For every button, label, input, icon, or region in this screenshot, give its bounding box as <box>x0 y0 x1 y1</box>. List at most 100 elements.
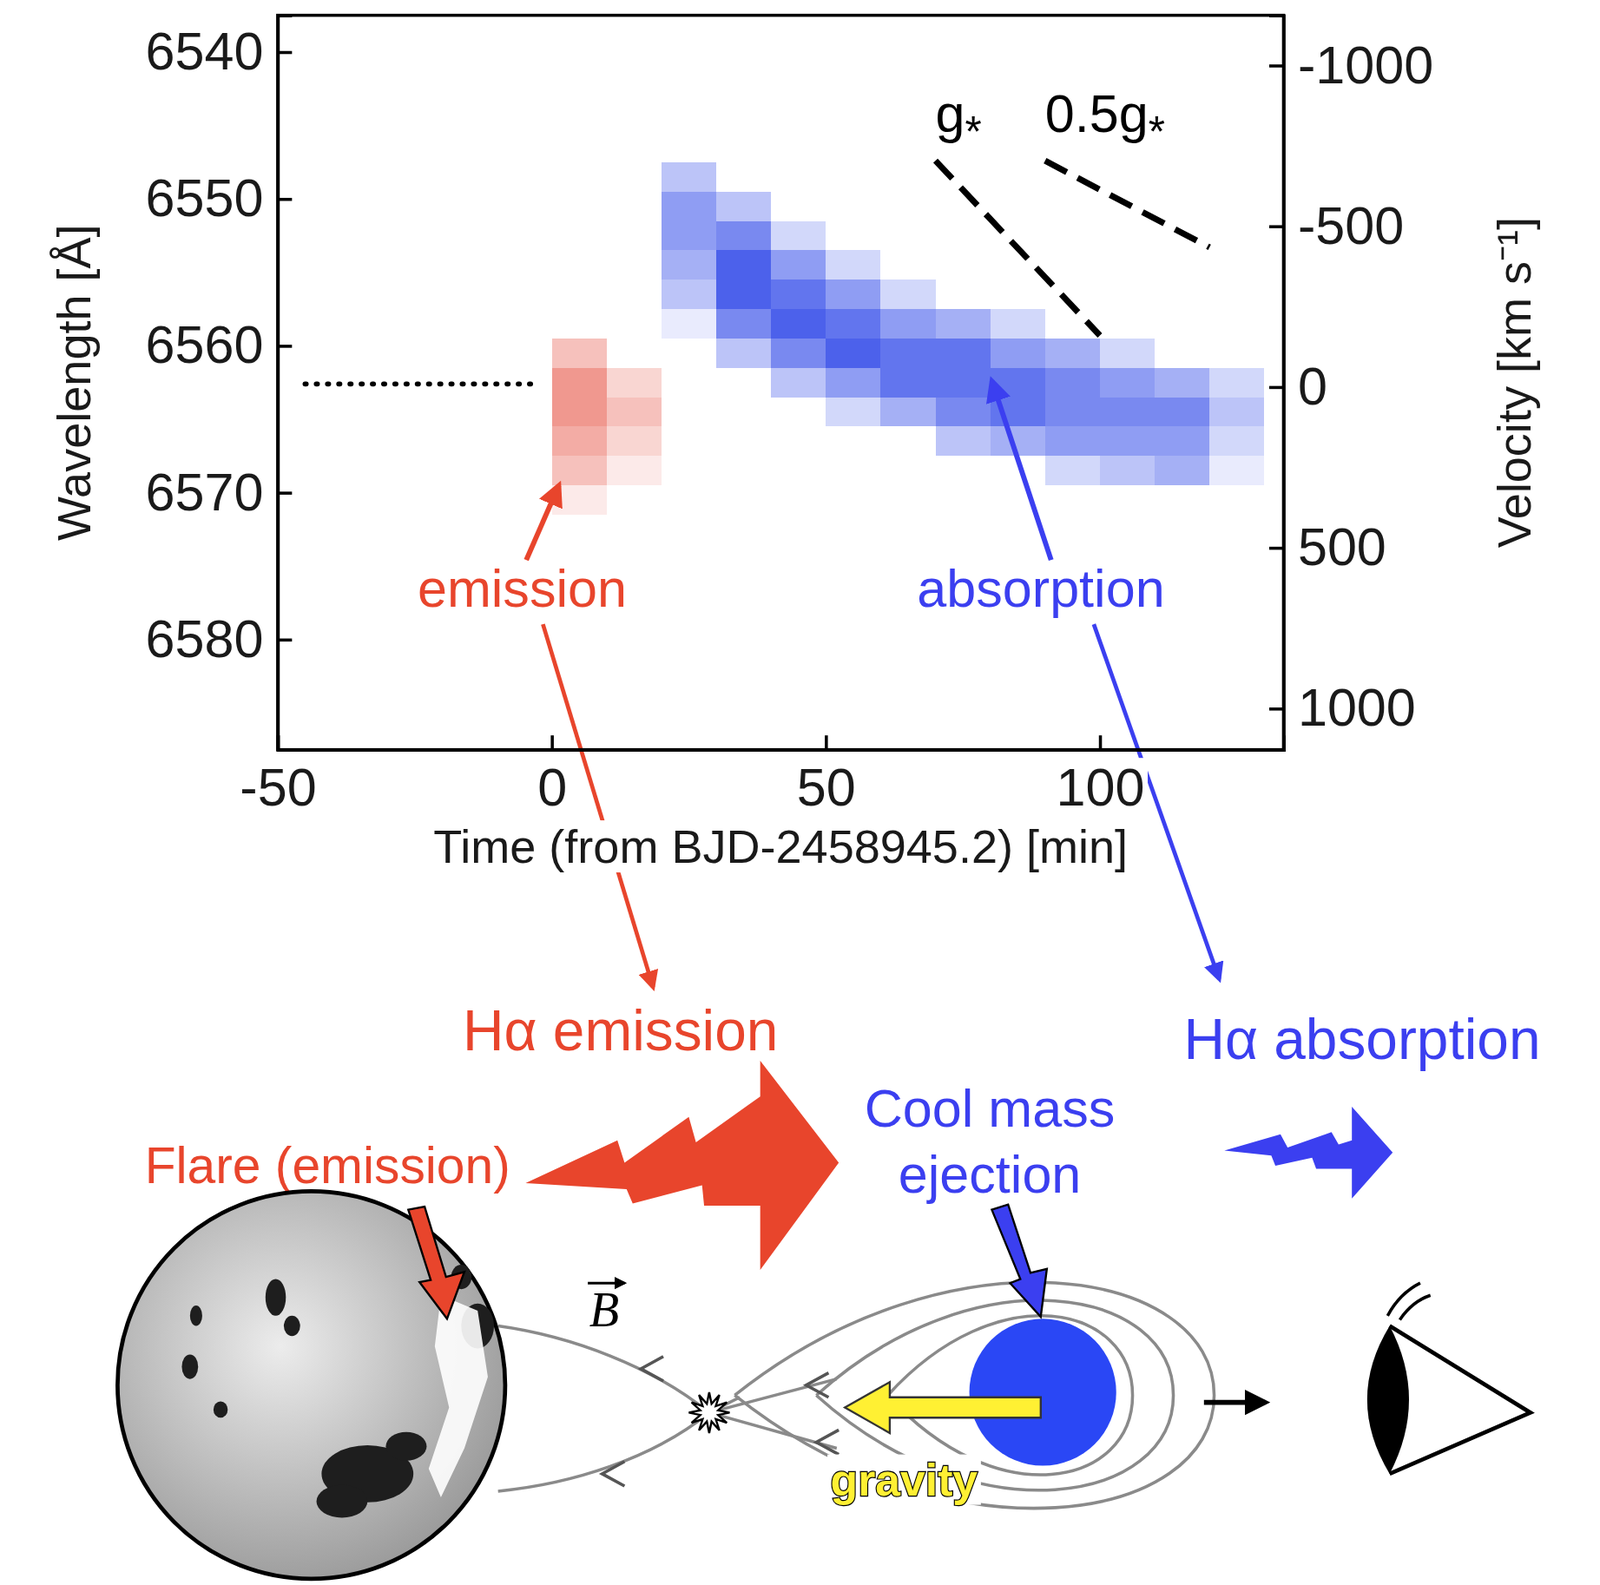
heatmap-cell <box>496 191 552 222</box>
heatmap-cell <box>496 73 552 104</box>
heatmap-cell <box>880 221 935 251</box>
heatmap-cell <box>935 279 991 310</box>
heatmap-cell <box>825 544 881 574</box>
schematic: Hα emissionHα absorptionCool massejectio… <box>117 998 1541 1580</box>
heatmap-cell <box>387 485 442 515</box>
heatmap-cell <box>1099 338 1155 369</box>
axis-line <box>1269 15 1284 751</box>
heatmap-cell <box>277 309 333 339</box>
heatmap-cell <box>935 15 991 46</box>
heatmap-cell <box>1264 368 1284 398</box>
field-line <box>498 1412 710 1491</box>
heatmap-cell <box>496 44 552 74</box>
heatmap-cell <box>1099 279 1155 310</box>
heatmap-cell <box>661 73 717 104</box>
heatmap-cell <box>880 44 935 74</box>
y-axis: 65406550656065706580 <box>145 15 293 751</box>
heatmap-cell <box>552 309 607 339</box>
heatmap-cell <box>332 44 388 74</box>
heatmap-cell <box>496 426 552 456</box>
heatmap-cell <box>880 368 935 398</box>
heatmap-cell <box>552 15 607 46</box>
heatmap-cell <box>716 632 771 662</box>
heatmap-cell <box>770 691 826 721</box>
tick: 0 <box>534 735 571 817</box>
heatmap-cell <box>1264 485 1284 515</box>
heatmap-cell <box>1154 15 1210 46</box>
heatmap-cell <box>990 44 1046 74</box>
heatmap-cell <box>935 368 991 398</box>
heatmap-cell <box>661 691 717 721</box>
heatmap-cell <box>935 44 991 74</box>
heatmap-cell <box>332 602 388 633</box>
heatmap-cell <box>1154 720 1210 751</box>
heatmap-cell <box>1099 44 1155 74</box>
heatmap-cell <box>387 691 442 721</box>
heatmap-cell <box>716 573 771 604</box>
x-axis: -50050100 <box>237 735 1284 817</box>
heatmap-cell <box>1045 44 1100 74</box>
heatmap-cell <box>716 338 771 369</box>
heatmap-cell <box>825 455 881 486</box>
heatmap-cell <box>825 426 881 456</box>
heatmap-cell <box>387 132 442 163</box>
label-patch <box>793 757 859 817</box>
heatmap-cell <box>1154 661 1210 692</box>
tick-mark <box>277 491 292 495</box>
heatmap-cell <box>1099 162 1155 192</box>
heatmap-cell <box>606 309 662 339</box>
heatmap-cell <box>825 73 881 104</box>
heatmap-cell <box>606 397 662 428</box>
heatmap-cell <box>387 250 442 280</box>
line-label: g* <box>935 84 982 155</box>
heatmap-cell <box>496 691 552 721</box>
heatmap-cell <box>1264 191 1284 222</box>
eyelash <box>1399 1295 1430 1320</box>
y-axis-title: Wavelength [Å] <box>47 223 100 541</box>
tick: 0 <box>1269 356 1328 416</box>
heatmap-cell <box>880 191 935 222</box>
heatmap-cell <box>935 397 991 428</box>
field-loop <box>734 1282 1214 1508</box>
star <box>117 1191 506 1580</box>
heatmap-cell <box>1099 455 1155 486</box>
heatmap-cell <box>1264 309 1284 339</box>
sunspot <box>181 1354 198 1379</box>
heatmap-cell <box>552 426 607 456</box>
heatmap-cell <box>1209 103 1265 133</box>
heatmap-cell <box>1264 15 1284 46</box>
heatmap-cell <box>1209 573 1265 604</box>
heatmap-cell <box>606 485 662 515</box>
heatmap-cell <box>1209 632 1265 662</box>
ejection-pointer <box>991 1204 1047 1317</box>
heatmap-cell <box>661 132 717 163</box>
tick-mark <box>277 344 292 349</box>
heatmap-cell <box>1045 720 1100 751</box>
heatmap-cell <box>990 309 1046 339</box>
field-loop <box>888 1316 1133 1475</box>
field-line <box>498 1326 710 1414</box>
heatmap-cell <box>825 661 881 692</box>
observer-eye <box>1367 1283 1531 1475</box>
heatmap-cell <box>496 397 552 428</box>
heatmap-cell <box>496 103 552 133</box>
heatmap-cell <box>770 73 826 104</box>
heatmap-cell <box>441 132 497 163</box>
heatmap-cell <box>990 632 1046 662</box>
field-direction <box>640 1356 664 1382</box>
heatmap-cell <box>387 103 442 133</box>
heatmap-cell <box>825 485 881 515</box>
heatmap-cell <box>387 338 442 369</box>
sunspot <box>265 1278 287 1316</box>
heatmap-cell <box>716 279 771 310</box>
heatmap-cell <box>1045 455 1100 486</box>
heatmap-cell <box>606 661 662 692</box>
heatmap-cell <box>332 720 388 751</box>
heatmap-cell <box>935 221 991 251</box>
heatmap-cell <box>387 632 442 662</box>
heatmap-cell <box>990 720 1046 751</box>
tick-label: -500 <box>1297 196 1404 256</box>
tick-label: -1000 <box>1297 35 1434 95</box>
heatmap-cell <box>332 544 388 574</box>
heatmap-cell <box>1209 44 1265 74</box>
